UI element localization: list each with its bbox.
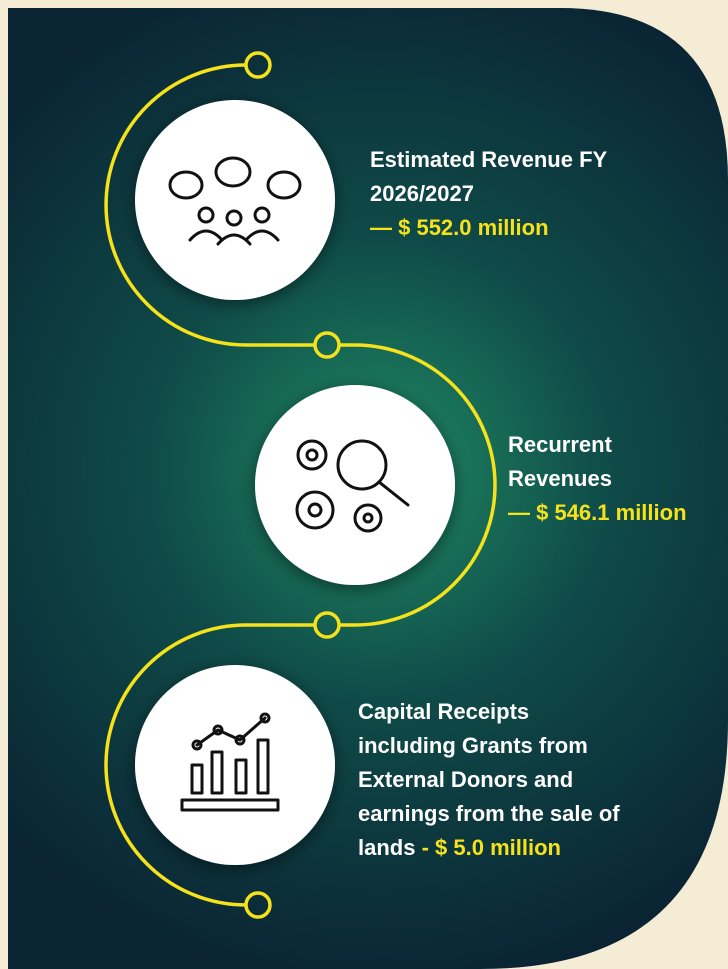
item-text: Capital Receipts including Grants from E… <box>358 695 620 865</box>
item-label: Capital Receipts including Grants from E… <box>358 699 620 860</box>
chart-icon <box>180 712 280 812</box>
item-label: Recurrent Revenues <box>508 432 612 491</box>
people-icon <box>168 156 302 246</box>
connector <box>104 51 497 919</box>
item-text: Recurrent Revenues — $ 546.1 million <box>508 428 698 530</box>
item-value: — $ 546.1 million <box>508 500 687 525</box>
item-label: Estimated Revenue FY 2026/2027 <box>370 147 607 206</box>
item-text: Estimated Revenue FY 2026/2027 — $ 552.0… <box>370 143 620 245</box>
search-gears-icon <box>295 439 410 533</box>
item-value: — $ 552.0 million <box>370 215 549 240</box>
item-value: - $ 5.0 million <box>421 835 561 860</box>
